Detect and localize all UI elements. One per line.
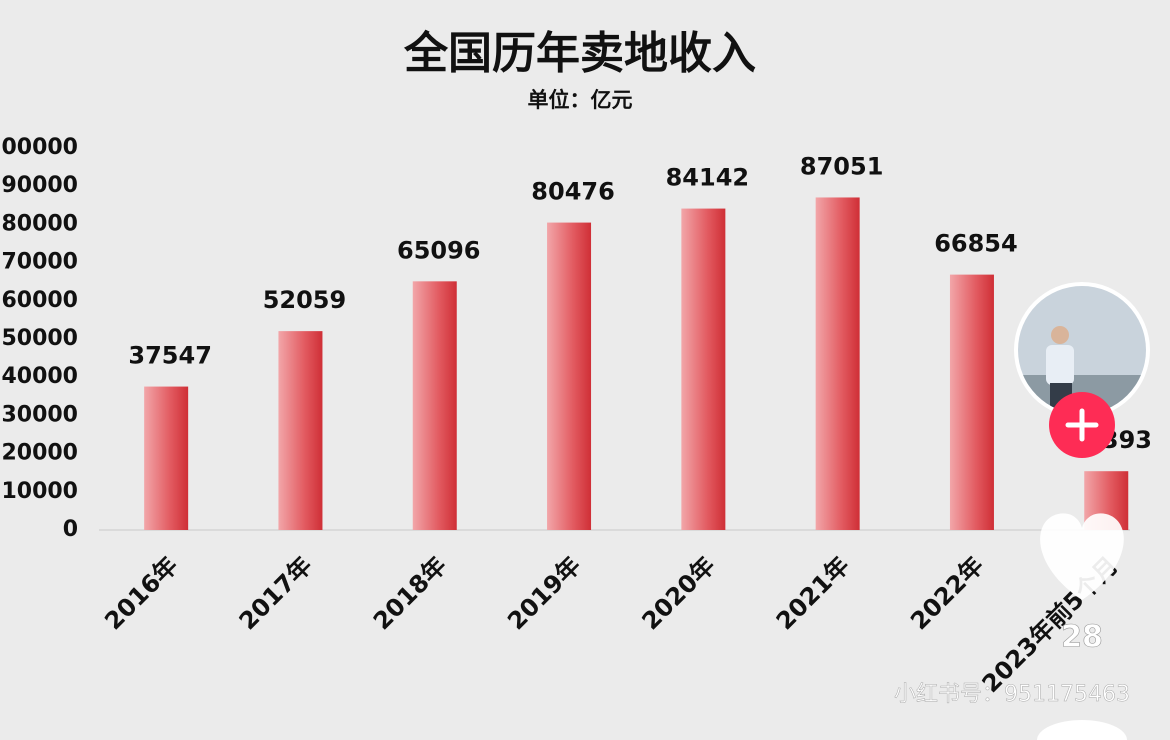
- y-tick-label: 90000: [1, 173, 78, 198]
- value-label: 84142: [666, 164, 750, 192]
- overlay: 28 小红书号：951175463: [894, 282, 1150, 740]
- like-count: 28: [1061, 620, 1103, 655]
- value-label: 87051: [800, 152, 884, 180]
- y-tick-label: 80000: [1, 211, 78, 236]
- y-tick-label: 70000: [1, 250, 78, 275]
- value-label: 66854: [934, 230, 1018, 258]
- y-tick-label: 40000: [1, 364, 78, 389]
- value-label: 37547: [128, 342, 212, 370]
- bar: [815, 197, 860, 530]
- y-tick-label: 20000: [1, 441, 78, 466]
- chart-subtitle: 单位：亿元: [528, 88, 633, 112]
- y-tick-label: 50000: [1, 326, 78, 351]
- bar: [949, 274, 994, 530]
- bar: [547, 222, 592, 531]
- y-tick-label: 60000: [1, 288, 78, 313]
- value-label: 65096: [397, 236, 481, 264]
- value-label: 52059: [263, 286, 347, 314]
- bar: [144, 386, 189, 530]
- y-tick-label: 100000: [0, 135, 78, 160]
- y-tick-label: 0: [63, 517, 78, 542]
- value-label: 80476: [531, 178, 615, 206]
- comment-button[interactable]: [1037, 720, 1127, 740]
- bar: [681, 208, 726, 530]
- bar: [412, 281, 457, 530]
- bar: [278, 331, 323, 530]
- like-button[interactable]: [1040, 513, 1124, 600]
- watermark: 小红书号：951175463: [894, 682, 1130, 707]
- y-tick-label: 10000: [1, 479, 78, 504]
- y-tick-label: 30000: [1, 402, 78, 427]
- chart-title: 全国历年卖地收入: [403, 28, 756, 79]
